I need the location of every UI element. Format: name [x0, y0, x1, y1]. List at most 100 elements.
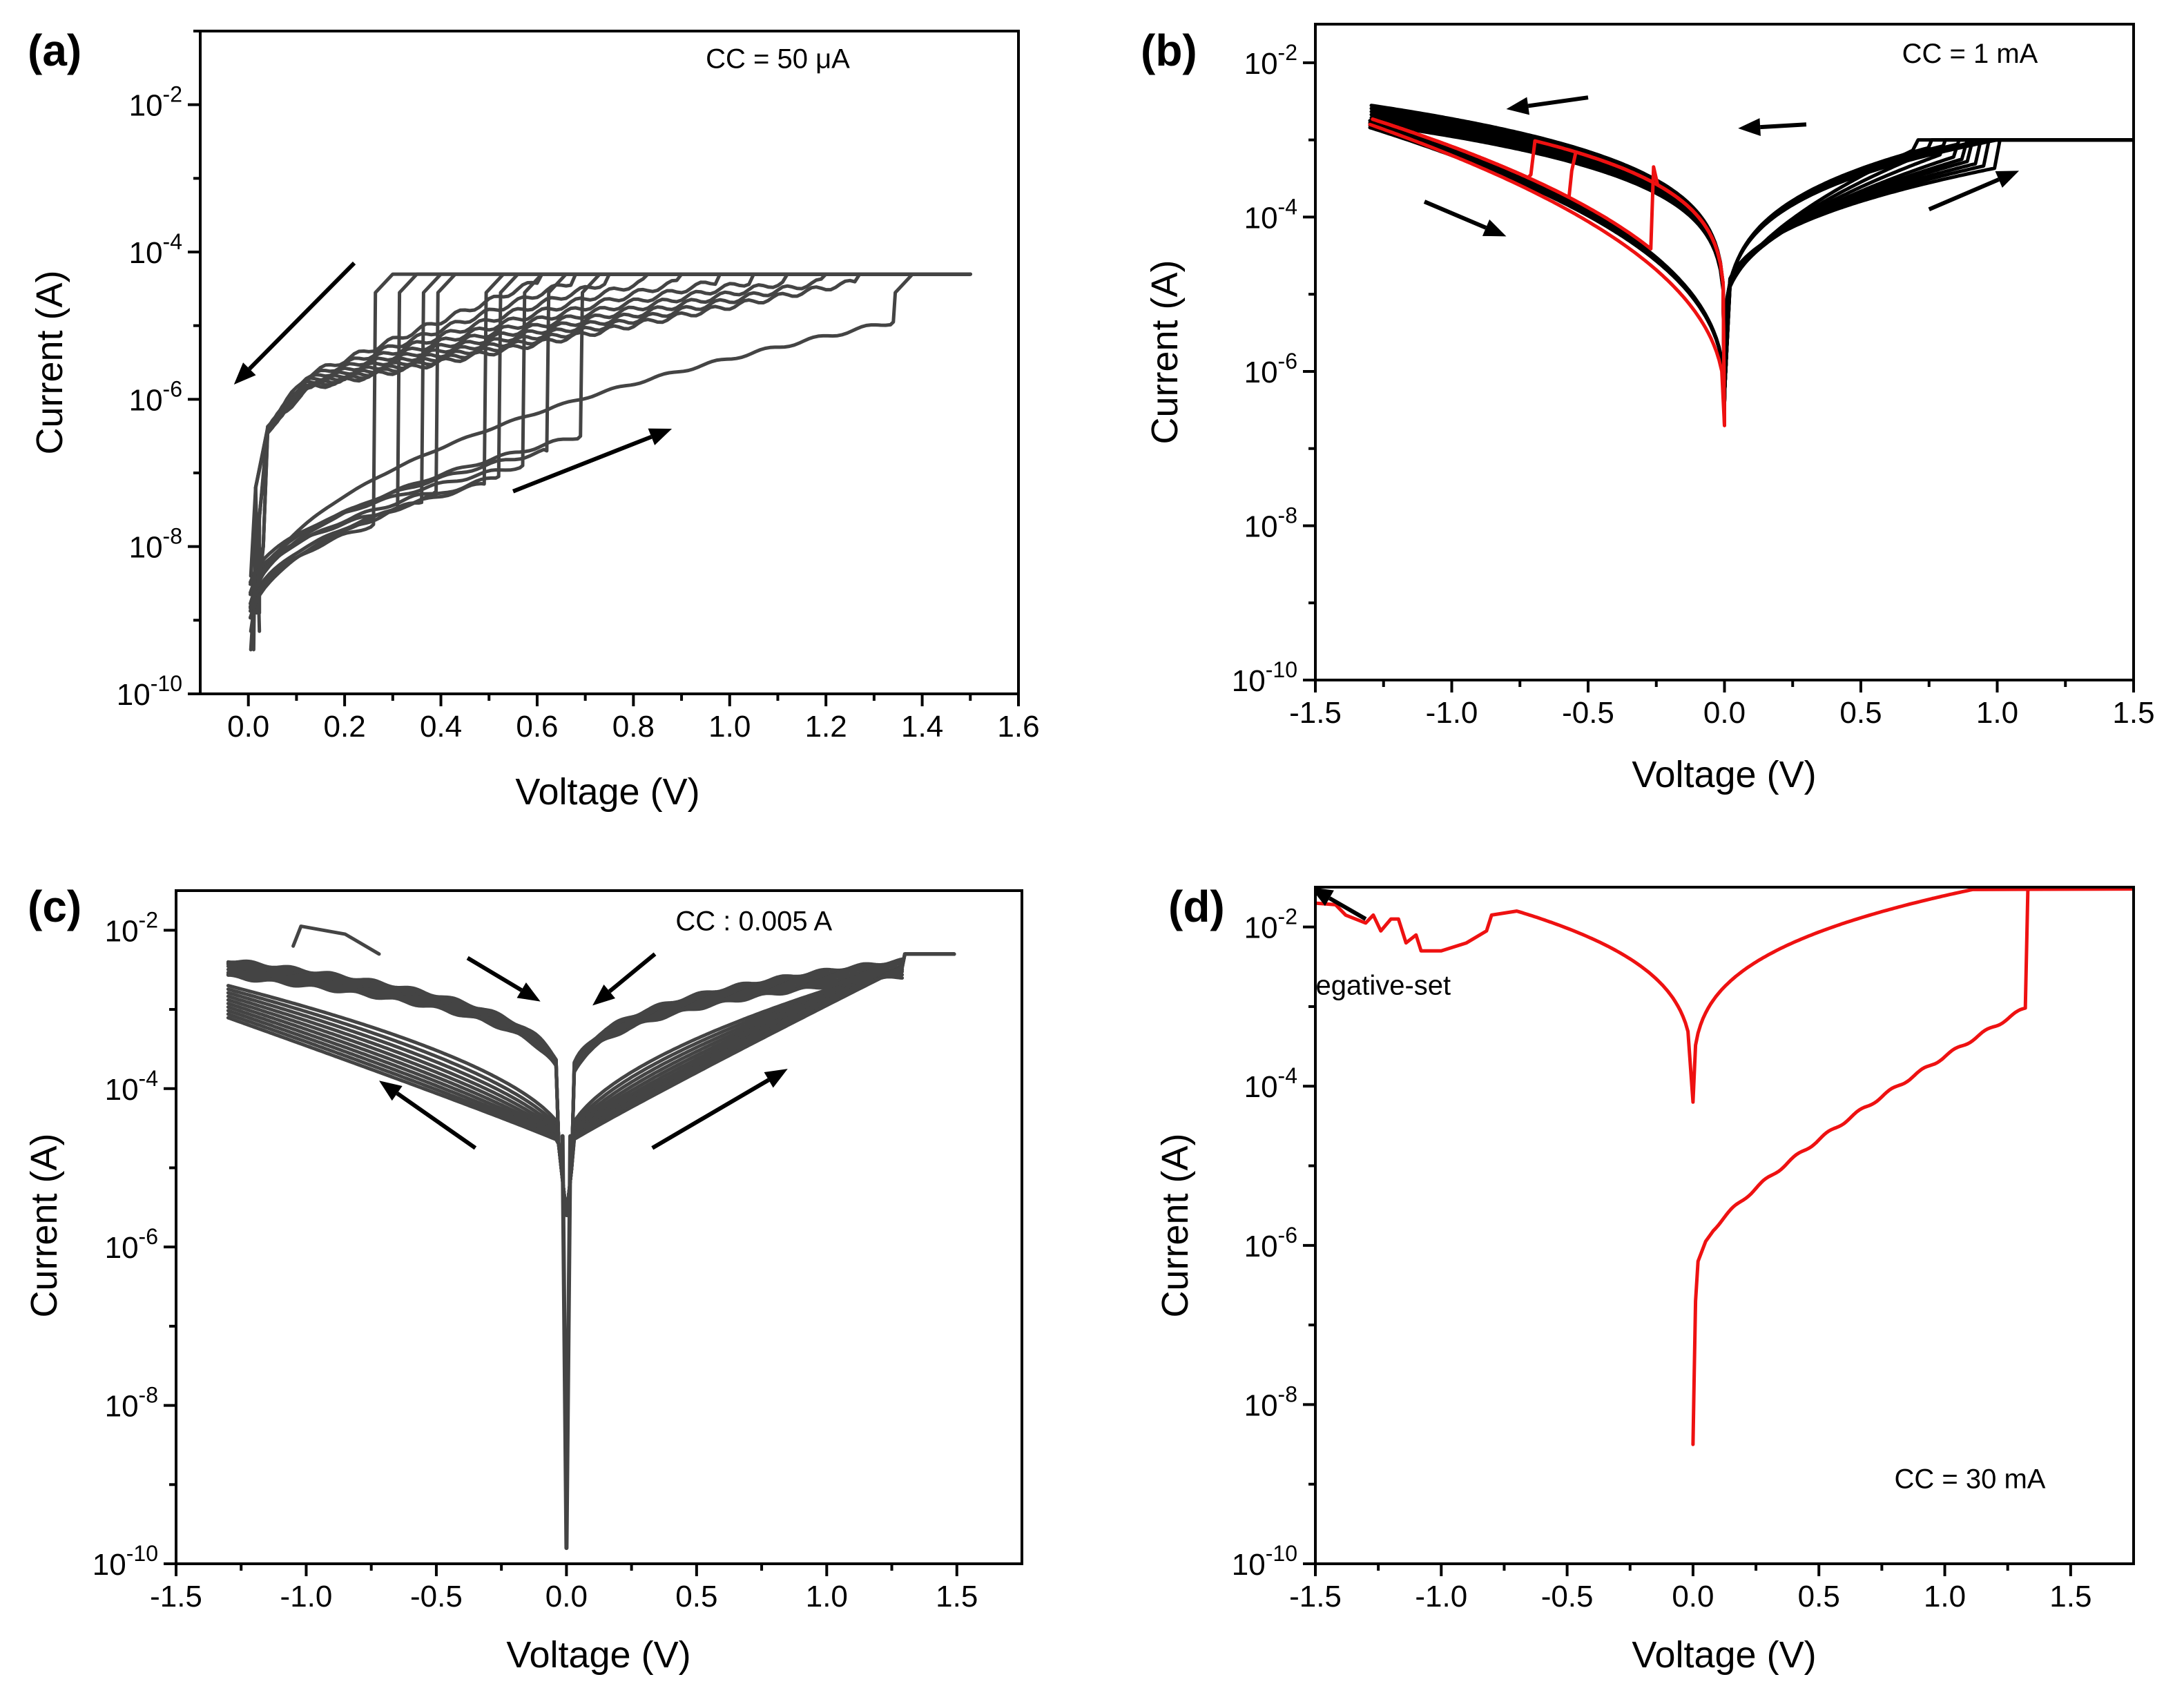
direction-arrow-shaft	[1760, 122, 1807, 130]
compliance-annotation: CC : 0.005 A	[675, 906, 832, 936]
y-tick-label: 10-10	[117, 671, 182, 712]
x-axis-title: Voltage (V)	[506, 1634, 690, 1676]
negative-sweep-curve	[1369, 119, 1726, 412]
direction-arrow-head	[648, 428, 673, 445]
low-state-curve	[226, 952, 956, 1217]
y-tick-label: 10-8	[129, 524, 182, 565]
direction-arrow-shaft	[396, 1092, 477, 1150]
x-tick-label: 1.6	[997, 710, 1039, 744]
cycle-set-curve	[1723, 138, 2134, 396]
x-tick-label: 0.6	[516, 710, 558, 744]
x-tick-label: 1.5	[2112, 696, 2154, 730]
x-tick-label: 1.4	[901, 710, 943, 744]
plot-frame	[1314, 886, 2135, 1565]
reset-sweep-curve	[249, 272, 972, 652]
x-tick-label: 0.8	[612, 710, 655, 744]
direction-arrow-head	[516, 982, 541, 1002]
direction-arrow-head	[764, 1069, 788, 1088]
cycle-return-curve	[1723, 146, 1931, 405]
y-tick-label: 10-10	[1232, 1541, 1297, 1582]
panel-label: (d)	[1168, 882, 1225, 931]
set-sweep-curve	[249, 272, 972, 610]
compliance-annotation: CC = 30 mA	[1895, 1464, 2046, 1494]
x-tick-label: 1.0	[1924, 1580, 1966, 1613]
reset-sweep-curve	[251, 272, 972, 652]
set-sweep-curve	[1691, 887, 2030, 1446]
negative-sweep-curve	[1369, 104, 1726, 412]
y-tick-label: 10-8	[1244, 1382, 1297, 1422]
y-tick-label: 10-2	[1244, 904, 1297, 945]
panel-c: CC : 0.005 A -1.5 -1.0 -0.5 0.0 0.5 1.0 1.5 10-1…	[23, 882, 1023, 1676]
x-tick-label: 0.5	[675, 1580, 717, 1613]
direction-arrow-head	[1506, 97, 1530, 115]
x-tick-label: 1.5	[936, 1580, 978, 1613]
x-tick-label: 0.5	[1839, 696, 1882, 730]
x-axis-title: Voltage (V)	[1632, 1634, 1816, 1676]
x-tick-label: -0.5	[410, 1580, 463, 1613]
panel-b: CC = 1 mA -1.5 -1.0 -0.5 0.0 0.5 1.0 1.5 10-10 10…	[1141, 23, 2155, 795]
panel-label: (a)	[28, 26, 81, 75]
y-tick-label: 10-6	[105, 1224, 158, 1265]
x-tick-label: 0.4	[420, 710, 462, 744]
plot-frame	[199, 30, 1020, 695]
highlight-cycle-curve	[1371, 117, 1726, 427]
direction-arrow-shaft	[651, 1078, 770, 1150]
y-tick-label: 10-4	[1244, 194, 1297, 235]
negative-set-annotation: Negative-set	[1296, 971, 1451, 1001]
set-sweep-curve	[249, 272, 972, 605]
x-tick-label: -0.5	[1541, 1580, 1594, 1613]
direction-arrow-head	[1315, 887, 1334, 907]
plot-area: Negative-set CC = 30 mA	[1296, 887, 2134, 1494]
x-tick-label: 0.0	[1703, 696, 1746, 730]
plot-area: CC = 1 mA	[1368, 39, 2134, 427]
x-tick-label: -0.5	[1562, 696, 1614, 730]
y-axis-title: Current (A)	[1154, 1133, 1196, 1317]
direction-arrow-shaft	[1328, 896, 1367, 921]
x-tick-label: -1.5	[1289, 696, 1342, 730]
direction-arrow-shaft	[1928, 177, 2000, 211]
direction-arrow-shaft	[512, 434, 653, 494]
x-tick-label: 0.0	[227, 710, 269, 744]
panel-label: (b)	[1141, 26, 1197, 75]
y-tick-label: 10-2	[105, 907, 158, 948]
negative-return-curve	[1368, 126, 1726, 420]
y-tick-label: 10-4	[1244, 1063, 1297, 1104]
compliance-annotation: CC = 1 mA	[1902, 39, 2038, 69]
y-tick-label: 10-10	[1232, 657, 1297, 698]
y-tick-label: 10-10	[93, 1541, 158, 1582]
x-axis-title: Voltage (V)	[1632, 754, 1816, 795]
direction-arrow-shaft	[1527, 95, 1589, 108]
negative-sweep-curve	[1369, 113, 1726, 412]
set-sweep-curve	[249, 272, 972, 586]
x-tick-label: 0.0	[1672, 1580, 1714, 1613]
direction-arrow-shaft	[466, 956, 523, 992]
x-tick-label: 0.5	[1798, 1580, 1840, 1613]
direction-arrow-shaft	[248, 261, 356, 371]
panel-label: (c)	[28, 882, 81, 931]
direction-arrow-head	[592, 984, 616, 1006]
direction-arrow-head	[1995, 171, 2020, 188]
x-tick-label: 1.0	[1976, 696, 2018, 730]
panel-d: Negative-set CC = 30 mA -1.5 -1.0 -0.5 0.0 0.5…	[1154, 882, 2135, 1676]
x-tick-label: 1.2	[805, 710, 847, 744]
x-tick-label: -1.5	[1289, 1580, 1342, 1613]
panel-a: CC = 50 μA 0.0 0.2 0.4 0.6 0.8 1.0 1.2 1.4 1.6 10-…	[28, 26, 1040, 813]
plot-area: CC = 50 μA	[233, 43, 972, 652]
y-tick-label: 10-4	[105, 1066, 158, 1107]
plot-area: CC : 0.005 A	[226, 906, 956, 1551]
x-tick-label: 0.2	[324, 710, 366, 744]
x-tick-label: -1.0	[280, 1580, 333, 1613]
excursion-curve	[291, 924, 381, 956]
x-tick-label: -1.0	[1415, 1580, 1467, 1613]
y-axis-title: Current (A)	[23, 1133, 65, 1317]
y-tick-label: 10-8	[1244, 503, 1297, 543]
set-sweep-curve	[249, 272, 972, 584]
y-tick-label: 10-4	[129, 229, 182, 270]
negative-return-curve	[1368, 121, 1726, 420]
y-tick-label: 10-8	[105, 1383, 158, 1424]
negative-sweep-curve	[1369, 122, 1726, 412]
negative-return-curve	[1368, 123, 1726, 420]
y-tick-label: 10-6	[1244, 349, 1297, 389]
y-tick-label: 10-6	[1244, 1223, 1297, 1263]
